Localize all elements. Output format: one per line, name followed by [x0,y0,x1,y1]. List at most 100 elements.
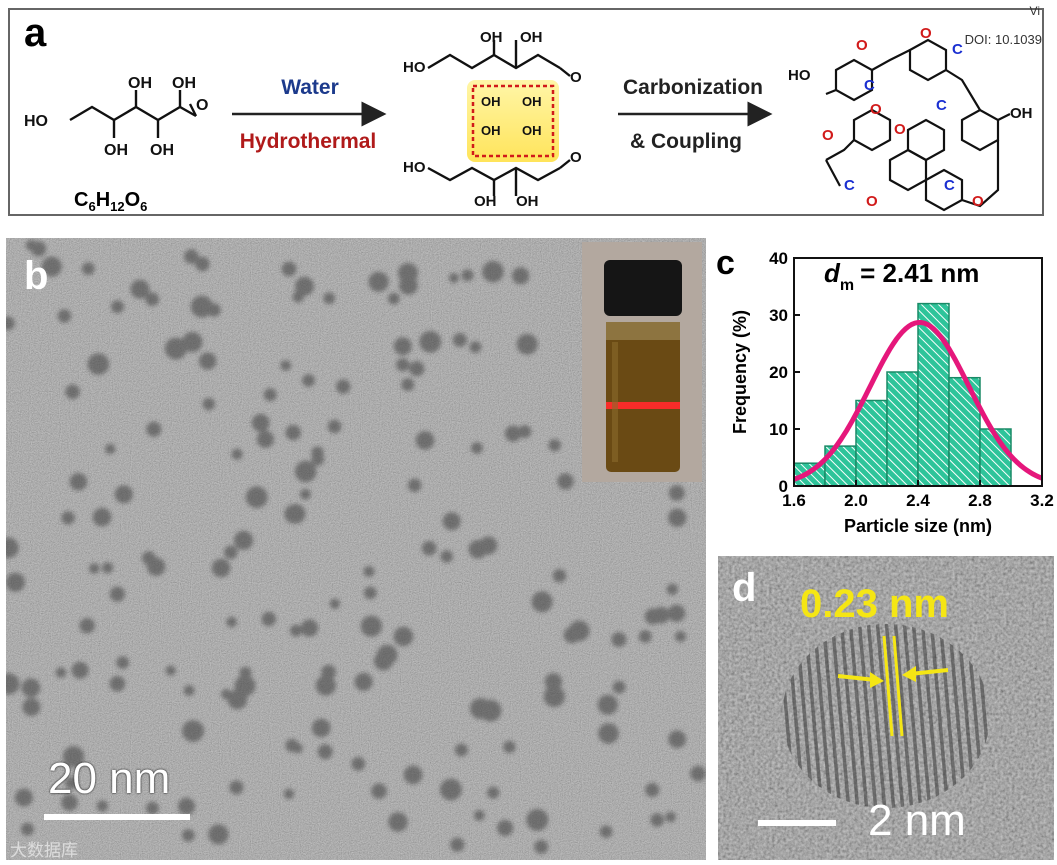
nanoparticle [71,661,89,679]
nanoparticle [667,604,686,622]
step2-label-carbonization: Carbonization [623,76,763,99]
nanoparticle [141,551,156,565]
nanoparticle [401,378,415,392]
nanoparticle [208,824,229,845]
nanoparticle [102,562,114,574]
nanoparticle [534,839,549,854]
nanoparticle [285,504,306,524]
histogram-panel-c: c dm = 2.41 nm 1.6 2.0 2.4 2.8 3.2 0 10 20 30 40 P… [716,244,1057,550]
nanoparticle [311,446,324,459]
nanoparticle [638,630,652,643]
nanoparticle [371,783,387,799]
atom-label: O [570,69,582,86]
size-histogram: c dm = 2.41 nm 1.6 2.0 2.4 2.8 3.2 0 10 20 30 40 P… [716,244,1054,536]
corner-text: Vi [1029,4,1040,18]
nanoparticle [398,263,418,283]
atom-label: OH [522,94,542,109]
atom-label: C [844,177,855,194]
nanoparticle [442,512,461,531]
atom-label: HO [403,159,426,176]
y-tick-label: 40 [769,249,788,268]
atom-label: O [856,37,868,54]
nanoparticle [526,808,549,831]
nanoparticle [440,550,453,563]
atom-label: OH [480,29,503,46]
nanoparticle [263,388,277,402]
panel-label-b: b [24,254,49,298]
nanoparticle [407,478,422,492]
nanoparticle-dots [6,239,706,854]
nanoparticle [61,511,75,525]
nanoparticle [280,360,292,371]
nanoparticle [675,631,686,642]
nanoparticle [471,442,483,454]
nanoparticle [281,261,297,277]
gaussian-fit-curve [793,320,1043,482]
nanoparticle [650,813,664,827]
nanoparticle [393,337,412,356]
nanoparticle [65,776,78,790]
nanoparticle [409,361,425,377]
nanoparticle [323,292,336,305]
y-tick-label: 30 [769,306,788,325]
nanoparticle [290,624,302,637]
nanoparticle [245,486,268,509]
nanoparticle [57,309,72,323]
nanoparticle [87,353,110,375]
nanoparticle [543,685,565,708]
atom-label: O [870,101,882,118]
nanoparticle [598,723,619,744]
atom-label: OH [172,75,196,92]
nanoparticle [531,591,553,613]
atom-label: C [952,41,963,58]
nanoparticle [479,536,498,555]
scheme-panel-a: a HO OH OH OH OH O C6H12O6 Water Hydroth… [8,4,1044,216]
y-tick-label: 10 [769,420,788,439]
nanoparticle [302,374,315,387]
nanoparticle [329,598,340,609]
nanoparticle [311,718,331,738]
fringe-line [837,624,863,808]
nanoparticle [612,680,626,694]
step1-label-hydrothermal: Hydrothermal [240,130,377,153]
nanoparticle [368,271,389,292]
nanoparticle [668,485,685,501]
nanoparticle [14,788,33,807]
nanoparticle [300,619,319,637]
nanoparticle [195,256,210,272]
nanoparticle [470,698,491,720]
nanoparticle [645,782,660,798]
fringe-line [873,624,899,808]
nanoparticle [183,685,195,696]
nanoparticle [234,675,256,697]
x-axis-label: Particle size (nm) [844,516,992,536]
atom-label: OH [1010,105,1033,122]
nanoparticle [321,664,336,680]
y-axis-label: Frequency (%) [730,310,750,434]
nanoparticle [294,460,317,483]
nanoparticle [327,419,342,434]
fringe-line [882,624,908,808]
coupling-box [471,84,555,158]
atom-label: OH [128,75,152,92]
nanoparticle [256,430,274,448]
lattice-line-2 [892,635,904,737]
nanoparticle [452,333,467,347]
nanoparticle [130,279,150,299]
nanoparticle [419,330,442,353]
atom-label: C [944,177,955,194]
nanoparticle [354,672,373,691]
atom-label: HO [403,59,426,76]
histogram-bar [979,428,1012,487]
nanoparticle [487,786,500,799]
nanoparticle [363,586,377,600]
nanoparticle [665,811,676,823]
nanoparticle [518,425,532,439]
panel-label-d: d [732,566,757,610]
nanoparticle [184,249,199,264]
nanoparticle [295,276,314,296]
nanoparticle [211,558,231,578]
nanoparticle [109,675,126,692]
atom-label: C [936,97,947,114]
nanoparticle [207,303,221,317]
